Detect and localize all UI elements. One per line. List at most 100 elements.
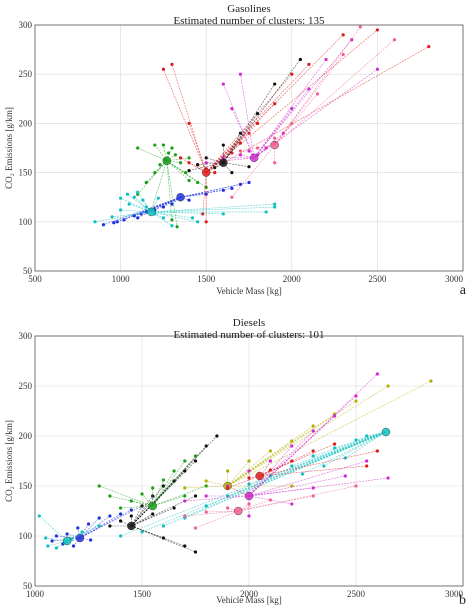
cluster-edge <box>151 206 275 213</box>
data-point <box>187 178 191 183</box>
data-point <box>247 502 251 506</box>
data-point <box>161 67 165 71</box>
data-point <box>161 205 165 209</box>
cluster-edge <box>67 533 81 539</box>
data-point <box>129 508 133 512</box>
data-point <box>119 208 123 212</box>
data-point <box>290 107 294 111</box>
chart-panel-b: 1000 1500 2000 2500 3000 50 100 150 200 250 300 Die… <box>4 317 466 607</box>
cluster-edge <box>227 450 271 487</box>
data-point <box>238 153 243 157</box>
data-point <box>230 107 234 111</box>
data-point <box>290 502 294 506</box>
data-point <box>333 414 337 418</box>
data-point <box>153 171 157 175</box>
data-point <box>273 82 277 86</box>
data-point <box>221 212 225 216</box>
chart-panel-a: 500 1000 1500 2000 2500 3000 50 100 150 200 250 300… <box>4 3 467 298</box>
data-point <box>71 544 76 548</box>
cluster-edge <box>206 510 239 513</box>
cluster-1 <box>50 504 144 548</box>
data-point <box>97 484 101 488</box>
data-point <box>136 190 140 194</box>
data-point <box>290 459 294 463</box>
cluster-3 <box>108 434 219 554</box>
cluster-edge <box>248 475 346 497</box>
plot-frame <box>34 335 464 587</box>
cluster-edge <box>248 460 367 497</box>
data-point <box>300 472 305 476</box>
cluster-edge <box>248 430 314 497</box>
data-point <box>183 499 187 503</box>
data-point <box>144 180 148 185</box>
cluster-6 <box>230 25 397 199</box>
data-point <box>80 530 84 534</box>
cluster-edge <box>152 495 185 507</box>
cluster-edge <box>231 108 255 158</box>
data-point <box>290 72 294 76</box>
data-point <box>37 514 41 518</box>
cluster-edge <box>240 74 255 158</box>
cluster-center <box>249 153 259 163</box>
data-point <box>161 536 165 540</box>
data-point <box>166 151 171 155</box>
data-point <box>307 62 311 66</box>
data-point <box>158 163 162 167</box>
cluster-edge <box>248 477 389 497</box>
cluster-edge <box>151 211 198 223</box>
data-point <box>365 459 369 463</box>
data-point <box>226 486 230 490</box>
cluster-3 <box>204 38 379 165</box>
cluster-edge <box>205 64 310 173</box>
data-point <box>247 165 251 169</box>
x-tick-label: 2500 <box>347 589 366 599</box>
cluster-edge <box>151 211 164 219</box>
data-point <box>196 220 200 224</box>
cluster-edge <box>259 450 314 477</box>
cluster-edge <box>99 485 153 507</box>
y-tick-label: 300 <box>19 20 33 30</box>
data-point <box>125 192 130 196</box>
cluster-4 <box>97 454 208 511</box>
cluster-edge <box>223 133 241 163</box>
data-point <box>161 478 165 482</box>
data-point <box>354 399 358 403</box>
data-point <box>386 384 390 388</box>
cluster-edge <box>120 197 152 213</box>
data-point <box>190 216 195 220</box>
cluster-center <box>244 491 254 501</box>
cluster-edge <box>253 133 284 159</box>
data-point <box>89 538 93 542</box>
cluster-edge <box>227 475 260 489</box>
cluster-edge <box>56 540 68 549</box>
cluster-edge <box>223 162 250 167</box>
cluster-edge <box>141 431 387 533</box>
data-point <box>230 186 234 190</box>
cluster-edge <box>240 144 275 152</box>
data-point <box>136 216 140 220</box>
cluster-6 <box>183 372 390 518</box>
data-point <box>170 224 174 228</box>
data-point <box>183 486 187 490</box>
cluster-7 <box>226 442 379 490</box>
cluster-edge <box>120 209 152 213</box>
cluster-edge <box>134 196 181 217</box>
cluster-edge <box>151 203 275 213</box>
y-tick-label: 150 <box>19 168 33 178</box>
cluster-edge <box>79 523 89 539</box>
cluster-edge <box>274 39 395 146</box>
data-point <box>238 182 243 187</box>
cluster-edge <box>103 196 181 226</box>
cluster-edge <box>152 479 164 507</box>
cluster-edge <box>180 182 250 198</box>
data-point <box>204 494 208 498</box>
cluster-edge <box>166 160 178 227</box>
cluster-edge <box>184 431 387 519</box>
data-point <box>161 143 165 147</box>
data-point <box>354 394 358 398</box>
cluster-edge <box>205 133 250 173</box>
data-point <box>204 220 208 224</box>
cluster-edge <box>291 431 387 467</box>
data-point <box>255 121 260 125</box>
x-axis-label: Vehicle Mass [kg] <box>216 286 281 296</box>
